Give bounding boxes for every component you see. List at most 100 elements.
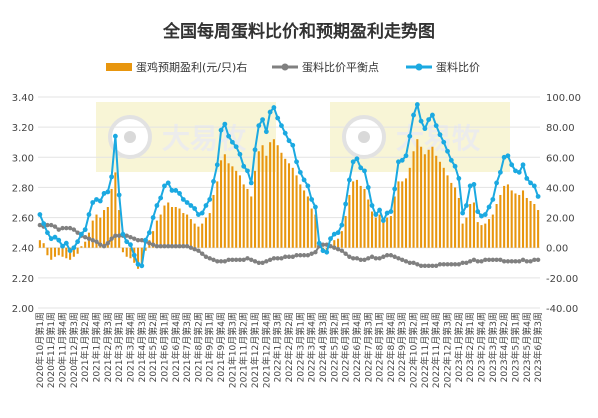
- breakeven-point: [520, 257, 526, 262]
- profit-bar: [253, 170, 257, 248]
- breakeven-point: [464, 260, 469, 265]
- x-tick-label: 2022年6月第4周: [351, 312, 363, 382]
- profit-bar: [136, 247, 140, 269]
- ratio-point: [399, 157, 405, 163]
- breakeven-point: [116, 233, 122, 238]
- breakeven-point: [49, 222, 54, 228]
- ratio-point: [524, 175, 530, 181]
- profit-bar: [84, 241, 87, 248]
- profit-bar: [61, 247, 64, 257]
- profit-bar: [204, 217, 208, 248]
- breakeven-point: [332, 245, 337, 250]
- ratio-point: [516, 169, 522, 175]
- ratio-point: [169, 188, 175, 193]
- x-tick-label: 2020年12月第3周: [68, 312, 80, 388]
- ratio-point: [162, 183, 167, 189]
- ratio-point: [388, 209, 394, 214]
- breakeven-point: [343, 251, 348, 256]
- ratio-point: [463, 203, 469, 208]
- breakeven-point: [430, 263, 435, 268]
- ratio-point: [482, 212, 488, 217]
- breakeven-point: [101, 244, 107, 249]
- profit-bar: [152, 231, 155, 248]
- ratio-point: [67, 248, 73, 254]
- profit-bar: [404, 178, 408, 248]
- ratio-point: [41, 221, 47, 227]
- breakeven-point: [524, 259, 529, 264]
- y-right-tick-label: 20.00: [546, 214, 575, 225]
- breakeven-point: [237, 257, 243, 262]
- breakeven-point: [528, 259, 533, 264]
- profit-bar: [38, 240, 41, 248]
- breakeven-point: [532, 257, 537, 262]
- breakeven-point: [392, 254, 397, 259]
- ratio-point: [358, 165, 364, 171]
- y-right-tick-label: 80.00: [546, 123, 575, 134]
- profit-bar: [118, 210, 121, 248]
- breakeven-point: [260, 260, 265, 265]
- profit-bar: [488, 219, 491, 248]
- breakeven-point: [384, 253, 390, 258]
- breakeven-point: [415, 262, 420, 267]
- ratio-point: [94, 197, 99, 202]
- breakeven-point: [396, 256, 401, 261]
- breakeven-point: [75, 230, 80, 235]
- ratio-point: [116, 192, 122, 198]
- profit-bar: [393, 196, 396, 248]
- breakeven-point: [267, 257, 273, 262]
- profit-bar: [382, 222, 385, 248]
- profit-bar: [299, 184, 302, 248]
- legend-item-breakeven: 蛋料比价平衡点: [272, 60, 379, 74]
- ratio-point: [343, 201, 349, 207]
- x-tick-label: 2021年5月第2周: [147, 312, 159, 382]
- ratio-point: [373, 212, 379, 217]
- profit-bar: [99, 217, 102, 248]
- ratio-point: [229, 139, 235, 145]
- breakeven-point: [162, 244, 167, 249]
- y-left-tick-label: 2.60: [12, 214, 34, 225]
- profit-bar: [208, 213, 211, 248]
- ratio-point: [248, 180, 254, 186]
- ratio-point: [441, 139, 447, 145]
- profit-bar: [212, 194, 215, 248]
- profit-bar: [76, 247, 79, 254]
- profit-bar: [510, 190, 513, 248]
- ratio-point: [237, 151, 243, 157]
- breakeven-point: [264, 259, 269, 264]
- legend-label-profit: 蛋鸡预期盈利(元/只)右: [136, 60, 247, 74]
- ratio-point: [422, 126, 428, 132]
- ratio-point: [414, 102, 420, 107]
- y-right-tick-label: 40.00: [546, 183, 575, 194]
- breakeven-point: [192, 247, 197, 252]
- ratio-point: [362, 168, 367, 174]
- ratio-point: [279, 123, 284, 129]
- profit-bar: [186, 214, 189, 248]
- x-tick-label: 2021年1月第2周: [79, 312, 91, 382]
- profit-bar: [246, 188, 249, 248]
- ratio-point: [282, 130, 288, 136]
- breakeven-point: [377, 256, 382, 261]
- ratio-point: [245, 168, 250, 174]
- x-tick-label: 2022年12月第3周: [442, 312, 454, 388]
- breakeven-point: [301, 253, 307, 258]
- profit-bar: [189, 219, 192, 248]
- breakeven-point: [479, 259, 484, 264]
- ratio-point: [297, 169, 303, 175]
- ratio-point: [494, 180, 499, 186]
- breakeven-point: [339, 248, 345, 253]
- ratio-point: [430, 112, 435, 118]
- profit-bar: [363, 188, 366, 248]
- ratio-point: [528, 180, 533, 186]
- x-tick-label: 2021年8月第2周: [192, 312, 204, 382]
- ratio-point: [320, 248, 326, 254]
- profit-bar: [250, 196, 253, 248]
- profit-bar: [155, 220, 158, 248]
- x-tick-label: 2023年3月第3周: [487, 312, 499, 382]
- ratio-point: [177, 191, 182, 196]
- profit-bar: [412, 151, 415, 248]
- profit-bar: [461, 223, 464, 248]
- x-tick-label: 2020年10月第1周: [34, 312, 46, 388]
- ratio-point: [101, 191, 107, 196]
- x-tick-label: 2023年5月第1周: [509, 312, 521, 382]
- ratio-point: [286, 138, 292, 144]
